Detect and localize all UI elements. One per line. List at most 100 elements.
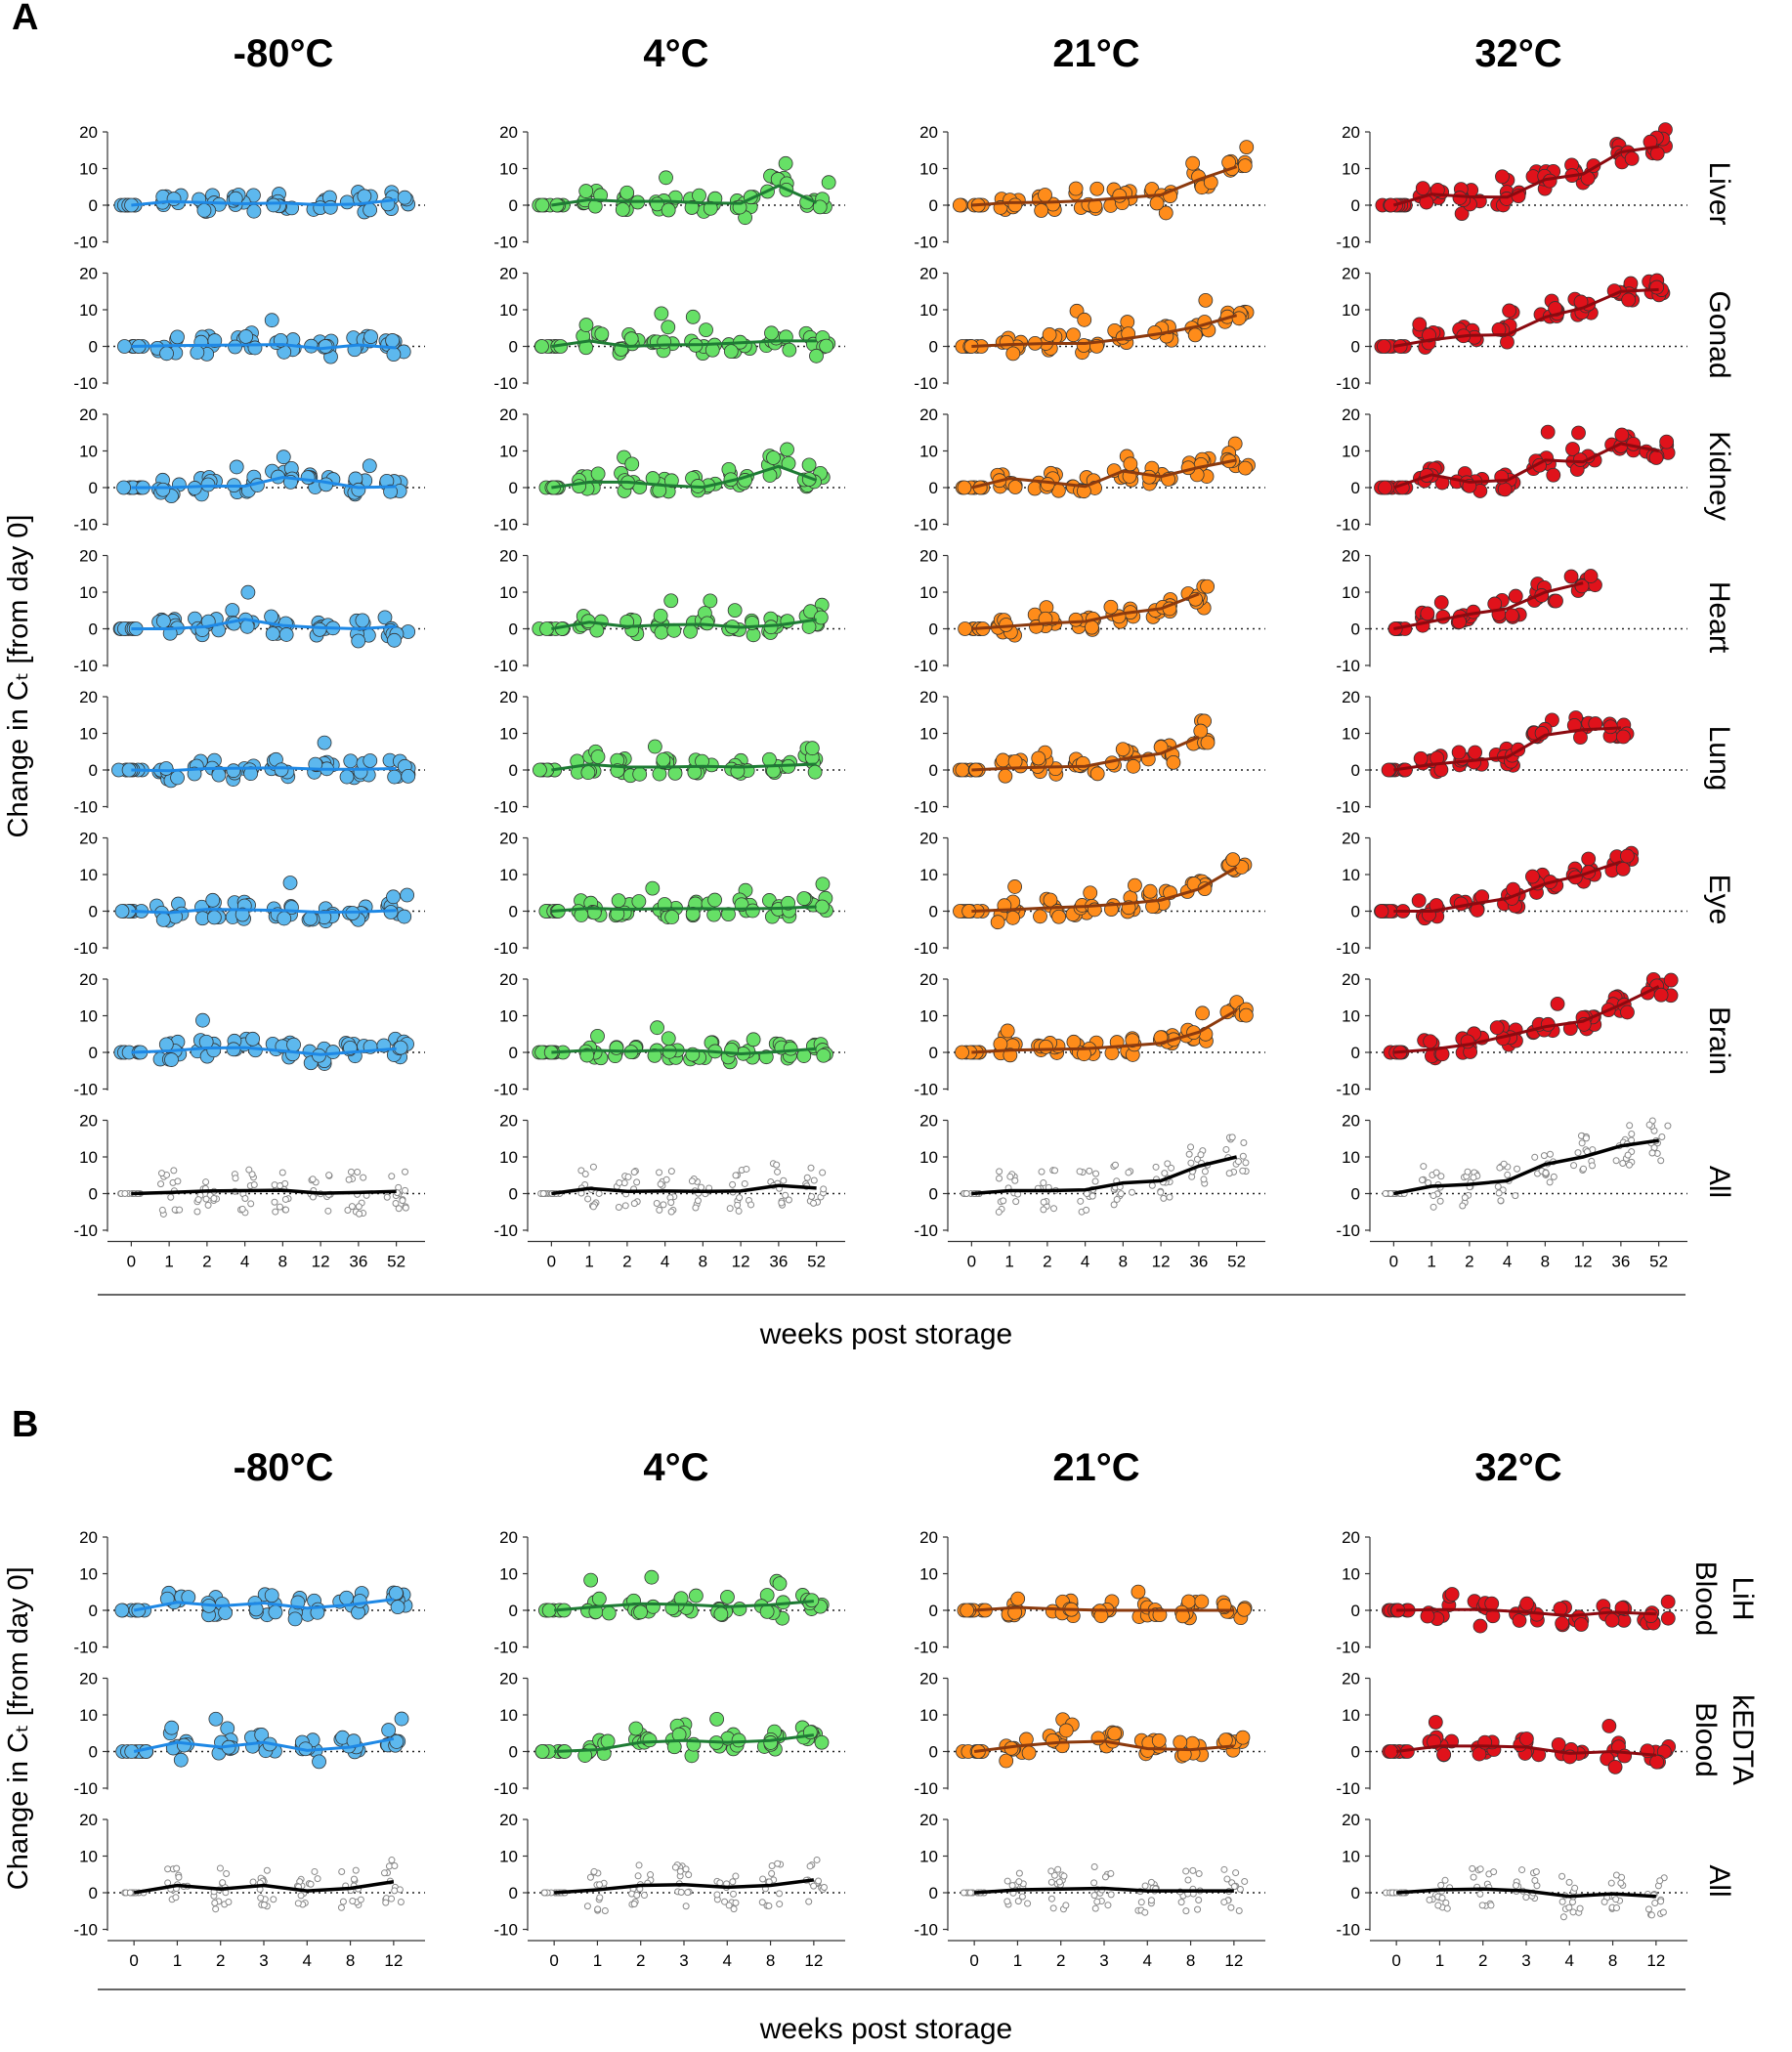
x-tick-label: 2 — [636, 1951, 645, 1970]
data-point — [202, 1178, 210, 1186]
data-point — [796, 891, 812, 906]
data-point — [116, 480, 131, 495]
data-point — [1574, 1149, 1582, 1157]
data-point — [709, 1711, 725, 1727]
data-point — [1193, 723, 1209, 739]
data-point — [589, 1163, 597, 1171]
data-point — [1478, 1902, 1486, 1909]
y-tick-label: 20 — [1342, 1670, 1360, 1689]
y-tick-label: 10 — [499, 725, 518, 744]
data-point — [1428, 1715, 1443, 1730]
data-point — [1131, 1584, 1146, 1600]
data-point — [1239, 1152, 1247, 1160]
x-tick-label: 0 — [129, 1951, 138, 1970]
data-point — [1491, 321, 1507, 337]
data-point — [205, 892, 221, 908]
data-point — [1420, 606, 1435, 621]
subplot-eye: 20 10 0 -10 — [73, 830, 425, 958]
data-point — [1558, 1872, 1566, 1880]
y-tick-label: -10 — [914, 374, 938, 393]
data-point — [1429, 1203, 1437, 1211]
series-line — [133, 1598, 395, 1612]
data-point — [1142, 883, 1158, 899]
data-point — [176, 1737, 192, 1753]
subplot-heart: 20 10 0 -10 — [914, 547, 1265, 675]
x-tick-label: 2 — [622, 1253, 631, 1271]
data-point — [624, 1173, 632, 1180]
subplot-kedta-blood: 20 10 0 -10 — [493, 1670, 845, 1798]
data-point — [776, 1901, 784, 1908]
data-point — [1621, 292, 1637, 308]
y-tick-label: 20 — [1342, 547, 1360, 566]
data-point — [999, 1753, 1014, 1769]
data-point — [1238, 1007, 1254, 1023]
y-tick-label: 10 — [1342, 301, 1360, 320]
data-point — [212, 1905, 220, 1913]
y-tick-label: 10 — [919, 1565, 938, 1584]
data-point — [1239, 140, 1255, 154]
data-point — [1000, 1197, 1007, 1205]
data-point — [1612, 1904, 1620, 1912]
data-point — [1076, 484, 1091, 499]
y-tick-label: 0 — [1351, 1884, 1360, 1902]
data-point — [1076, 338, 1091, 353]
data-point — [391, 1861, 399, 1869]
data-point — [632, 766, 648, 782]
x-tick-label: 0 — [549, 1951, 558, 1970]
data-point — [1643, 1608, 1658, 1624]
data-point — [1620, 848, 1635, 864]
y-tick-label: -10 — [1336, 1221, 1360, 1240]
y-tick-label: -10 — [914, 234, 938, 252]
data-point — [1469, 1864, 1476, 1872]
data-point — [1495, 169, 1510, 185]
data-point — [1166, 1193, 1173, 1201]
y-tick-label: -10 — [914, 1779, 938, 1798]
y-tick-label: 0 — [1351, 479, 1360, 497]
data-point — [1626, 1122, 1634, 1130]
data-point — [955, 1045, 969, 1060]
data-point — [363, 202, 378, 218]
data-point — [1656, 1877, 1664, 1885]
data-point — [590, 1867, 598, 1875]
data-point — [282, 876, 298, 890]
data-point — [707, 892, 722, 908]
data-point — [807, 1164, 815, 1172]
y-tick-label: -10 — [1336, 234, 1360, 252]
data-point — [1601, 1718, 1617, 1733]
data-point — [158, 1037, 174, 1052]
temp-title: -80°C — [234, 1446, 334, 1489]
data-point — [1107, 1726, 1123, 1741]
data-point — [630, 1901, 638, 1908]
data-point — [1660, 1594, 1676, 1609]
y-tick-label: 0 — [1351, 620, 1360, 639]
x-tick-label: 12 — [804, 1951, 823, 1970]
data-point — [211, 767, 227, 783]
data-point — [388, 1173, 396, 1180]
data-point — [1003, 1898, 1011, 1905]
y-tick-label: 10 — [499, 1848, 518, 1866]
data-point — [349, 1898, 357, 1905]
data-point — [351, 633, 366, 649]
data-point — [1514, 1165, 1521, 1173]
data-point — [633, 1891, 641, 1899]
data-point — [683, 623, 698, 639]
data-point — [307, 1880, 315, 1888]
subplot-gonad: 20 10 0 -10 — [914, 265, 1265, 393]
data-point — [785, 1196, 792, 1204]
data-point — [1066, 1034, 1082, 1049]
data-point — [1141, 469, 1157, 485]
data-point — [325, 1172, 333, 1179]
y-tick-label: 0 — [89, 1602, 98, 1620]
series-line — [131, 475, 397, 490]
subplot-kidney: 20 10 0 -10 Kidney — [1336, 406, 1735, 534]
data-point — [324, 1207, 332, 1215]
y-tick-label: 10 — [499, 301, 518, 320]
y-tick-label: -10 — [1336, 657, 1360, 675]
data-point — [577, 1748, 593, 1763]
data-point — [1062, 1902, 1070, 1909]
data-point — [170, 1167, 178, 1175]
y-tick-label: -10 — [914, 657, 938, 675]
series-line — [971, 592, 1200, 630]
data-point — [1058, 1723, 1074, 1738]
data-point — [1223, 1875, 1231, 1883]
